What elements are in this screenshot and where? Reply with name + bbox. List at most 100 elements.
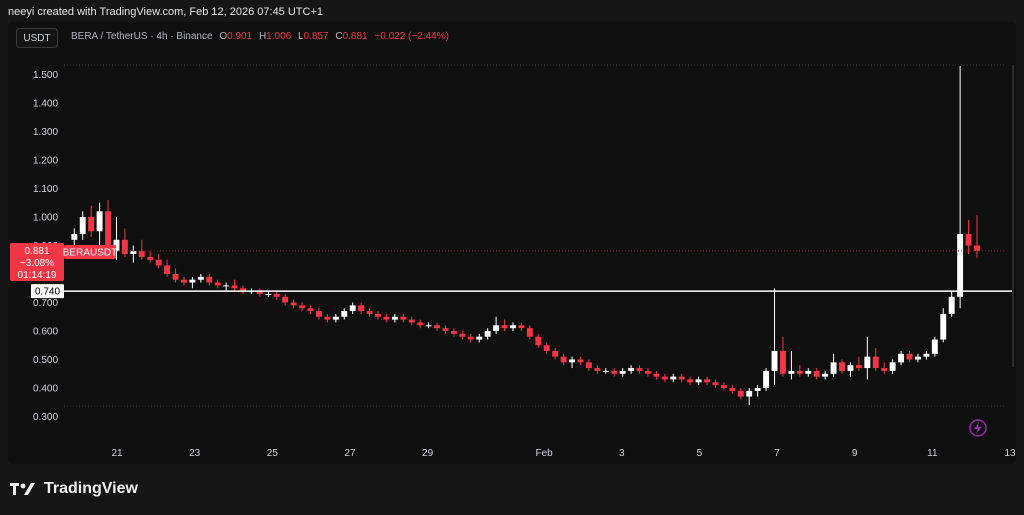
candle-down: [653, 370, 660, 380]
candle-body: [830, 362, 837, 374]
candle-body: [417, 322, 424, 326]
candle-up: [602, 368, 609, 374]
candle-body: [324, 316, 331, 320]
x-tick-label: 3: [619, 448, 625, 459]
candle-up: [332, 313, 339, 323]
candle-up: [223, 282, 230, 292]
candle-up: [79, 211, 86, 240]
tradingview-logo[interactable]: TradingView: [10, 480, 138, 498]
candle-up: [898, 350, 905, 366]
y-tick-label: 1.500: [33, 70, 58, 81]
candle-down: [366, 308, 373, 317]
candle-body: [332, 316, 339, 320]
candle-up: [948, 291, 955, 317]
price-badge-change: −3.08%: [20, 258, 54, 269]
candlestick-chart[interactable]: 1.5001.4001.3001.2001.1001.0000.9000.800…: [0, 0, 1024, 470]
candle-up: [746, 388, 753, 406]
level-line-label: 0.740: [35, 287, 60, 298]
candle-body: [113, 239, 120, 252]
candle-body: [889, 362, 896, 371]
candle-body: [282, 296, 289, 303]
candle-down: [400, 313, 407, 323]
y-tick-label: 1.000: [33, 213, 58, 224]
candle-body: [822, 373, 829, 377]
candle-body: [864, 356, 871, 369]
candle-down: [780, 336, 786, 377]
candle-body: [948, 296, 955, 314]
candle-up: [628, 365, 635, 374]
candle-down: [282, 293, 289, 306]
symbol-tag: BERAUSDT: [63, 248, 117, 259]
candle-body: [172, 274, 179, 280]
candle-down: [273, 291, 280, 300]
symbol-title: BERA / TetherUS · 4h · Binance: [71, 31, 213, 42]
candle-body: [855, 365, 862, 369]
candle-down: [636, 365, 643, 374]
candle-down: [585, 359, 592, 371]
price-axis[interactable]: 1.5001.4001.3001.2001.1001.0000.9000.800…: [33, 70, 58, 423]
candle-up: [864, 336, 871, 380]
lightning-icon[interactable]: [969, 419, 987, 437]
y-tick-label: 0.500: [33, 355, 58, 366]
candle-down: [543, 342, 550, 354]
candle-body: [965, 234, 972, 246]
candle-body: [526, 328, 533, 337]
candle-body: [535, 336, 542, 346]
tradingview-logo-icon: [10, 483, 35, 495]
lightning-circle: [969, 419, 987, 437]
lightning-bolt: [974, 422, 982, 434]
candle-up: [425, 322, 432, 329]
candle-up: [670, 373, 677, 383]
high-value: 1.006: [266, 31, 292, 42]
x-tick-label: 25: [267, 448, 279, 459]
candle-down: [231, 279, 238, 292]
candle-body: [914, 356, 921, 360]
open-value: 0.901: [227, 31, 253, 42]
tradingview-logo-text: TradingView: [44, 480, 138, 497]
candle-down: [729, 385, 736, 394]
candle-down: [164, 259, 171, 277]
candle-down: [307, 305, 314, 314]
candle-body: [138, 251, 145, 257]
candle-body: [383, 316, 390, 320]
candle-body: [484, 331, 491, 337]
candle-body: [813, 370, 820, 377]
candle-down: [796, 365, 803, 377]
candle-body: [214, 282, 221, 286]
candle-body: [88, 217, 95, 232]
x-tick-label: 13: [1004, 448, 1016, 459]
candle-body: [181, 279, 187, 283]
candle-body: [358, 305, 365, 312]
y-tick-label: 1.100: [33, 184, 58, 195]
candle-up: [510, 322, 516, 331]
candle-down: [965, 219, 972, 255]
candle-body: [543, 345, 550, 351]
candle-body: [771, 350, 778, 371]
candle-body: [223, 285, 230, 287]
candle-down: [813, 368, 820, 380]
candle-body: [796, 370, 803, 374]
time-axis[interactable]: 21 23 25 27 29 Feb 3 5 7 9 11 13: [111, 448, 1016, 459]
candle-down: [518, 322, 525, 331]
candle-body: [611, 370, 618, 374]
candle-body: [231, 285, 238, 289]
candle-up: [940, 308, 947, 343]
candle-body: [695, 379, 702, 383]
change-value: −0.022 (−2.44%): [374, 31, 449, 42]
candle-up: [957, 65, 964, 309]
candle-down: [881, 362, 888, 374]
candle-body: [670, 376, 677, 380]
candle-body: [552, 350, 559, 357]
candle-down: [501, 319, 508, 331]
candle-body: [704, 379, 710, 383]
candle-body: [906, 353, 913, 360]
candle-up: [914, 353, 921, 363]
low-key: L: [297, 31, 304, 42]
candle-body: [940, 313, 947, 340]
y-tick-label: 0.700: [33, 298, 58, 309]
ohlc-legend: BERA / TetherUS · 4h · Binance O0.901 H1…: [71, 31, 449, 42]
candle-down: [552, 348, 559, 360]
candle-body: [425, 325, 432, 327]
grid-lines: [64, 64, 1005, 407]
currency-button[interactable]: USDT: [16, 28, 58, 48]
